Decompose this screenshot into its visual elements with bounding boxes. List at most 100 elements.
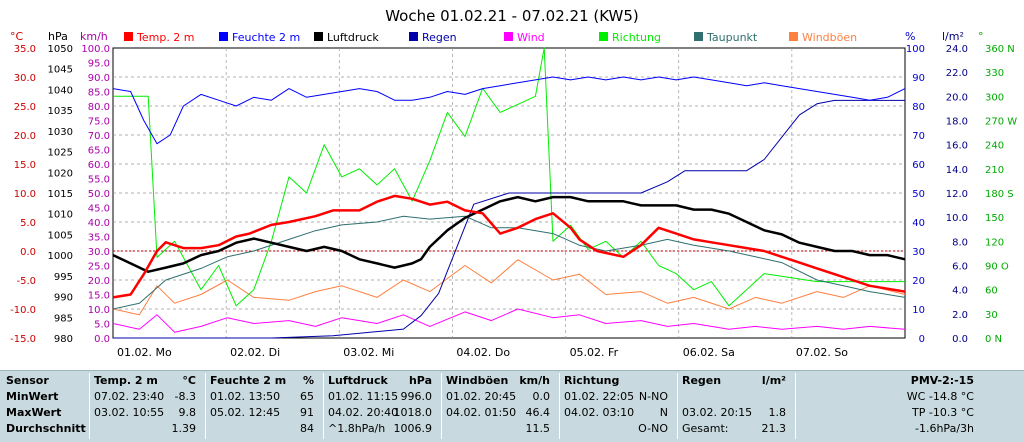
pct-tick: 30	[912, 247, 925, 258]
temp-unit: °C	[10, 30, 24, 43]
pct-tick: 90	[912, 73, 925, 84]
kmh-tick: 70.0	[88, 131, 110, 142]
kmh-tick: 50.0	[88, 189, 110, 200]
column-separator	[559, 373, 560, 439]
lm2-tick: 16.0	[946, 141, 968, 152]
kmh-tick: 5.0	[94, 320, 110, 331]
lm2-tick: 22.0	[946, 68, 968, 79]
temp-tick: -5.0	[16, 276, 36, 287]
x-axis-ticks: 01.02. Mo 02.02. Di 03.02. Mi 04.02. Do 05.0…	[117, 346, 848, 359]
series-line-windböen	[112, 259, 906, 316]
kmh-tick: 40.0	[88, 218, 110, 229]
temp-tick: 25.0	[14, 102, 36, 113]
stats-row: MinWert	[6, 390, 59, 403]
pct-tick: 60	[912, 160, 925, 171]
temp-tick: 0.0	[20, 247, 36, 258]
temp-tick: 35.0	[14, 44, 36, 55]
stats-header: Windböen km/h	[446, 374, 550, 387]
series-line-luftdruck	[112, 195, 906, 273]
legend-item: Luftdruck	[314, 31, 379, 44]
legend-swatch	[409, 32, 418, 41]
lm2-tick: 18.0	[946, 117, 968, 128]
hpa-tick: 990	[54, 293, 73, 304]
legend-item: Temp. 2 m	[124, 31, 195, 44]
y-axis-ticks: 35.0 30.0 25.0 20.0 15.0 10.0 5.0 0.0 -5.0 -10.0 -…	[10, 44, 1017, 345]
kmh-tick: 100.0	[81, 44, 110, 55]
kmh-tick: 20.0	[88, 276, 110, 287]
legend-swatch	[124, 32, 133, 41]
stats-row: TP -10.3 °C	[912, 406, 974, 419]
pct-tick: 40	[912, 218, 925, 229]
lm2-unit: l/m²	[942, 30, 964, 43]
kmh-tick: 85.0	[88, 88, 110, 99]
pct-tick: 80	[912, 102, 925, 113]
deg-unit: °	[978, 30, 984, 43]
legend-label: Richtung	[612, 31, 661, 44]
statistics-table: Sensor MinWert MaxWert Durchschnitt Temp. 2 …	[0, 370, 1024, 442]
temp-tick: 5.0	[20, 218, 36, 229]
hpa-tick: 1000	[48, 251, 73, 262]
column-separator	[89, 373, 90, 439]
hpa-tick: 1020	[48, 168, 73, 179]
deg-tick: 90 O	[985, 262, 1009, 273]
stats-row: 01.02. 20:45 0.0	[446, 390, 550, 403]
temp-tick: 30.0	[14, 73, 36, 84]
deg-tick: 240	[985, 141, 1004, 152]
stats-row: 03.02. 20:15 1.8	[682, 406, 786, 419]
series-line-regen	[113, 99, 905, 339]
stats-column: Luftdruck hPa 01.02. 11:15 996.0 04.02. 20:4…	[323, 371, 438, 442]
deg-tick: 300	[985, 92, 1004, 103]
hpa-tick: 1030	[48, 127, 73, 138]
stats-header: PMV-2:-15	[910, 374, 974, 387]
stats-row: WC -14.8 °C	[906, 390, 974, 403]
x-tick-label: 03.02. Mi	[343, 346, 394, 359]
deg-tick: 150	[985, 213, 1004, 224]
kmh-tick: 90.0	[88, 73, 110, 84]
pct-tick: 20	[912, 276, 925, 287]
kmh-tick: 55.0	[88, 175, 110, 186]
temp-tick: 20.0	[14, 131, 36, 142]
plot-area	[112, 47, 906, 339]
stats-header: Temp. 2 m °C	[94, 374, 196, 387]
column-separator	[205, 373, 206, 439]
hpa-tick: 1050	[48, 44, 73, 55]
x-tick-label: 01.02. Mo	[117, 346, 172, 359]
stats-column: Feuchte 2 m% 01.02. 13:50 65 05.02. 12:45 91…	[205, 371, 320, 442]
stats-header: Feuchte 2 m%	[210, 374, 314, 387]
x-tick-label: 06.02. Sa	[683, 346, 735, 359]
stats-row: 04.02. 03:10 N	[564, 406, 668, 419]
kmh-tick: 15.0	[88, 291, 110, 302]
kmh-tick: 95.0	[88, 59, 110, 70]
hpa-unit: hPa	[48, 30, 68, 43]
lm2-tick: 14.0	[946, 165, 968, 176]
column-separator	[795, 373, 796, 439]
temp-tick: 15.0	[14, 160, 36, 171]
series-line-wind	[112, 308, 906, 333]
kmh-tick: 10.0	[88, 305, 110, 316]
kmh-tick: 30.0	[88, 247, 110, 258]
stats-row: 01.02. 22:05 N-NO	[564, 390, 668, 403]
pct-tick: 0	[919, 334, 925, 345]
legend-label: Taupunkt	[706, 31, 758, 44]
deg-tick: 120	[985, 237, 1004, 248]
hpa-tick: 1025	[48, 148, 73, 159]
kmh-tick: 35.0	[88, 233, 110, 244]
legend-item: Windböen	[789, 31, 857, 44]
legend-label: Temp. 2 m	[136, 31, 195, 44]
lm2-tick: 2.0	[952, 310, 968, 321]
kmh-tick: 25.0	[88, 262, 110, 273]
hpa-tick: 985	[54, 313, 73, 324]
hpa-tick: 1010	[48, 210, 73, 221]
stats-column: Temp. 2 m °C 07.02. 23:40 -8.3 03.02. 10:55 9…	[89, 371, 202, 442]
x-tick-label: 05.02. Fr	[570, 346, 619, 359]
stats-column: PMV-2:-15 WC -14.8 °C TP -10.3 °C -1.6hPa/3…	[795, 371, 980, 442]
series-line-temp-2-m	[112, 194, 906, 299]
kmh-tick: 65.0	[88, 146, 110, 157]
stats-row: 01.02. 13:50 65	[210, 390, 314, 403]
stats-row: -1.6hPa/3h	[915, 422, 974, 435]
deg-tick: 60	[985, 286, 998, 297]
stats-header: Richtung	[564, 374, 620, 387]
column-separator	[677, 373, 678, 439]
stats-row: ^1.8hPa/h 1006.9	[328, 422, 432, 435]
legend-item: Feuchte 2 m	[219, 31, 300, 44]
